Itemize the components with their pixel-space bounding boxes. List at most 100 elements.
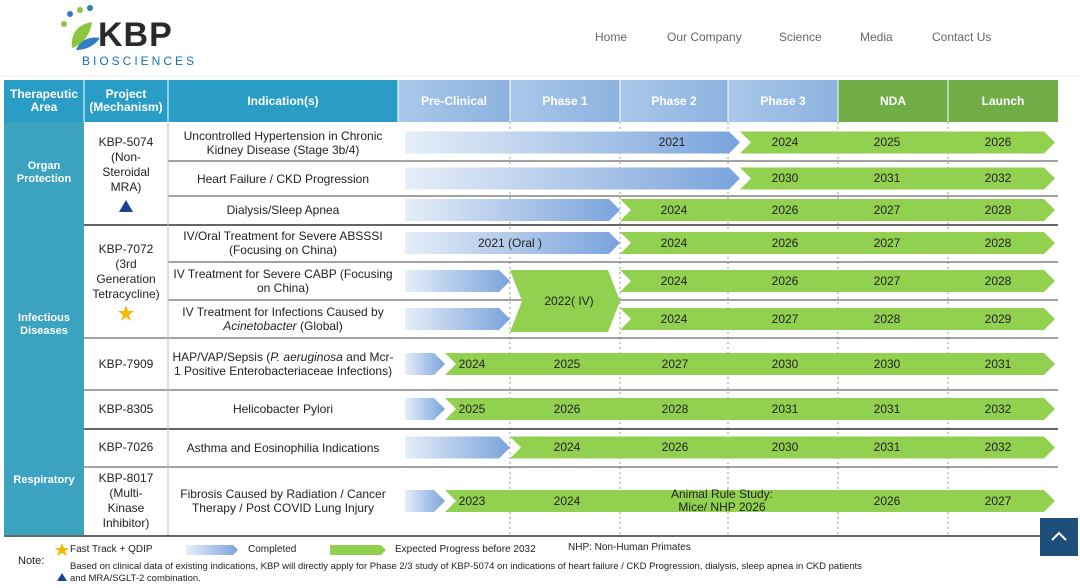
mechanism: (Non-Steroidal MRA) [102, 149, 150, 194]
legend-completed [186, 545, 238, 555]
column-header: Therapeutic Area [9, 87, 78, 114]
up-chevron [1051, 531, 1067, 541]
milestone: 2028 [984, 235, 1012, 250]
indication: HAP/VAP/Sepsis (P. aeruginosa and Mcr-1 … [172, 338, 394, 390]
milestone: 2024 [553, 493, 581, 508]
header-cell [398, 80, 510, 122]
completed-arrow [405, 353, 445, 375]
milestone: 2026 [771, 202, 799, 217]
milestone: 2024 [660, 311, 688, 326]
header-cell [620, 80, 728, 122]
milestone: 2030 [873, 356, 901, 371]
completed-arrow [405, 308, 510, 330]
project: KBP-8305 [84, 390, 168, 428]
project: KBP-8017 (Multi-Kinase Inhibitor) [84, 467, 168, 535]
column-header: Launch [981, 93, 1025, 108]
therapeutic-area: Organ Protection [16, 160, 72, 185]
scroll-top-button[interactable] [1040, 518, 1078, 556]
mechanism: (Multi-Kinase Inhibitor) [102, 486, 150, 530]
logo-icon [61, 5, 100, 50]
nav-link[interactable]: Our Company [667, 30, 742, 44]
project: KBP-5074 (Non-Steroidal MRA) [84, 124, 168, 224]
column-header: NDA [880, 93, 906, 108]
milestone: 2023 [458, 493, 486, 508]
indication: IV/Oral Treatment for Severe ABSSSI (Foc… [183, 229, 383, 257]
project-name: KBP-7072 [98, 241, 154, 256]
star-icon [118, 304, 134, 321]
nav-link[interactable]: Contact Us [932, 30, 992, 44]
milestone: 2022( IV) [544, 294, 594, 308]
milestone: 2024 [553, 440, 581, 454]
nav-link[interactable]: Home [595, 30, 628, 44]
completed-arrow [405, 232, 620, 254]
column-header: Phase 2 [651, 93, 697, 108]
milestone: 2021 (Oral ) [477, 235, 543, 250]
milestone: 2031 [873, 440, 901, 454]
area-cell [4, 222, 84, 428]
milestone: 2024 [771, 135, 799, 149]
indication: Asthma and Eosinophilia Indications [186, 440, 380, 455]
legend-text: Expected Progress before 2032 [395, 544, 536, 555]
milestone: 2024 [660, 273, 688, 288]
completed-arrow [405, 199, 620, 221]
indication-part: Acinetobacter [223, 319, 297, 333]
indication: Fibrosis Caused by Radiation / Cancer Th… [180, 487, 386, 515]
indication: Heart Failure / CKD Progression [196, 171, 370, 186]
expected-arrow [620, 199, 1055, 221]
project-name: KBP-5074 [98, 134, 154, 149]
milestone: 2028 [873, 311, 901, 326]
indication: Uncontrolled Hypertension in Chronic Kid… [183, 128, 383, 157]
milestone: 2026 [771, 273, 799, 288]
column-header: Project (Mechanism) [89, 87, 163, 114]
logo-mark: KBP [98, 16, 173, 54]
project-name: KBP-8017 [98, 471, 154, 485]
completed-arrow [405, 490, 445, 512]
completed-arrow [405, 270, 510, 292]
expected-arrow [510, 436, 1055, 459]
milestone: 2031 [873, 171, 901, 185]
milestone: 2026 [771, 235, 799, 250]
logo-sub: BIOSCIENCES [82, 54, 198, 68]
indication: IV Treatment for Infections Caused by Ac… [172, 300, 394, 338]
legend-text: NHP: Non-Human Primates [568, 542, 691, 553]
milestone: 2031 [873, 401, 901, 416]
milestone: 2028 [984, 273, 1012, 288]
milestone: 2025 [553, 356, 581, 371]
indication: Dialysis/Sleep Apnea [226, 203, 340, 217]
milestone: 2027 [873, 202, 901, 217]
milestone: 2031 [984, 356, 1012, 371]
milestone: 2032 [984, 440, 1012, 454]
nav-link[interactable]: Science [779, 30, 822, 44]
expected-arrow [740, 167, 1055, 190]
star-icon [55, 543, 69, 556]
mechanism: (3rd Generation Tetracycline) [92, 256, 160, 301]
milestone: 2021 [658, 135, 686, 149]
milestone: Animal Rule Study: Mice/ NHP 2026 [670, 487, 774, 514]
indication-part: and Mcr-1 Positive Enterobacteriaceae In… [173, 350, 394, 378]
project: KBP-7072 (3rd Generation Tetracycline) [84, 224, 168, 338]
expected-arrow [445, 353, 1055, 375]
milestone: 2028 [661, 401, 689, 416]
header-cell [838, 80, 948, 122]
expected-arrow [510, 270, 620, 332]
milestone: 2027 [771, 311, 799, 326]
milestone: 2030 [771, 171, 799, 185]
indication: Helicobacter Pylori [232, 402, 334, 416]
expected-arrow [740, 131, 1055, 154]
header-cell [4, 80, 84, 122]
completed-arrow [405, 436, 510, 459]
milestone: 2025 [458, 401, 486, 416]
nav-link[interactable]: Media [860, 30, 893, 44]
milestone: 2031 [771, 401, 799, 416]
header-cell [168, 80, 398, 122]
milestone: 2026 [553, 401, 581, 416]
triangle-icon [57, 573, 67, 581]
milestone: 2026 [873, 493, 901, 508]
milestone: 2024 [660, 202, 688, 217]
area-cell [4, 426, 84, 535]
column-header: Phase 3 [760, 93, 806, 108]
milestone: 2032 [984, 171, 1012, 185]
milestone: 2027 [661, 356, 689, 371]
